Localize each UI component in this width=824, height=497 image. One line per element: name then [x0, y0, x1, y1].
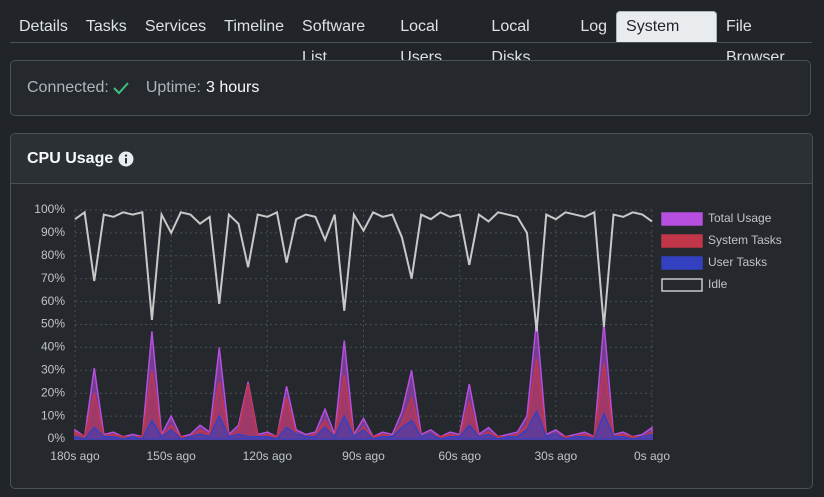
y-tick-label: 70%	[41, 271, 65, 285]
tab[interactable]: System Load	[616, 11, 717, 65]
x-tick-label: 150s ago	[146, 449, 196, 463]
x-tick-label: 180s ago	[50, 449, 100, 463]
y-tick-label: 30%	[41, 362, 65, 376]
legend-label: Total Usage	[708, 211, 772, 225]
y-tick-label: 50%	[41, 317, 65, 331]
legend-swatch	[661, 234, 703, 248]
x-tick-label: 120s ago	[243, 449, 293, 463]
y-tick-label: 80%	[41, 248, 65, 262]
legend-label: System Tasks	[708, 233, 782, 247]
legend-label: Idle	[708, 277, 728, 291]
uptime-value: 3 hours	[205, 79, 260, 96]
y-tick-label: 90%	[41, 225, 65, 239]
chart-title: CPU Usage	[27, 149, 114, 167]
y-tick-label: 40%	[41, 340, 65, 354]
tab[interactable]: Timeline	[224, 18, 285, 35]
x-tick-label: 30s ago	[534, 449, 577, 463]
x-tick-label: 90s ago	[342, 449, 385, 463]
y-tick-label: 0%	[48, 431, 66, 445]
legend-label: User Tasks	[708, 255, 767, 269]
cpu-card: CPU Usage	[10, 133, 813, 489]
legend-swatch	[661, 212, 703, 226]
y-tick-label: 20%	[41, 385, 65, 399]
card-header: CPU Usage	[11, 134, 812, 184]
uptime-label: Uptime:	[145, 79, 201, 96]
status-card: Connected: Uptime: 3 hours	[10, 60, 811, 116]
x-tick-label: 0s ago	[634, 449, 670, 463]
info-icon[interactable]	[118, 151, 134, 167]
connected-label: Connected:	[27, 79, 109, 96]
area	[74, 319, 653, 440]
y-tick-label: 100%	[34, 202, 65, 216]
tab[interactable]: Services	[144, 18, 207, 35]
legend-swatch	[661, 278, 703, 292]
tab[interactable]: Details	[19, 18, 68, 35]
line	[74, 210, 653, 332]
area	[74, 409, 653, 440]
y-tick-label: 60%	[41, 294, 65, 308]
y-tick-label: 10%	[41, 408, 65, 422]
tab[interactable]: Tasks	[85, 18, 127, 35]
legend-swatch	[661, 256, 703, 270]
check-icon	[113, 82, 129, 95]
tab[interactable]: Log	[580, 18, 608, 35]
x-tick-label: 60s ago	[438, 449, 481, 463]
